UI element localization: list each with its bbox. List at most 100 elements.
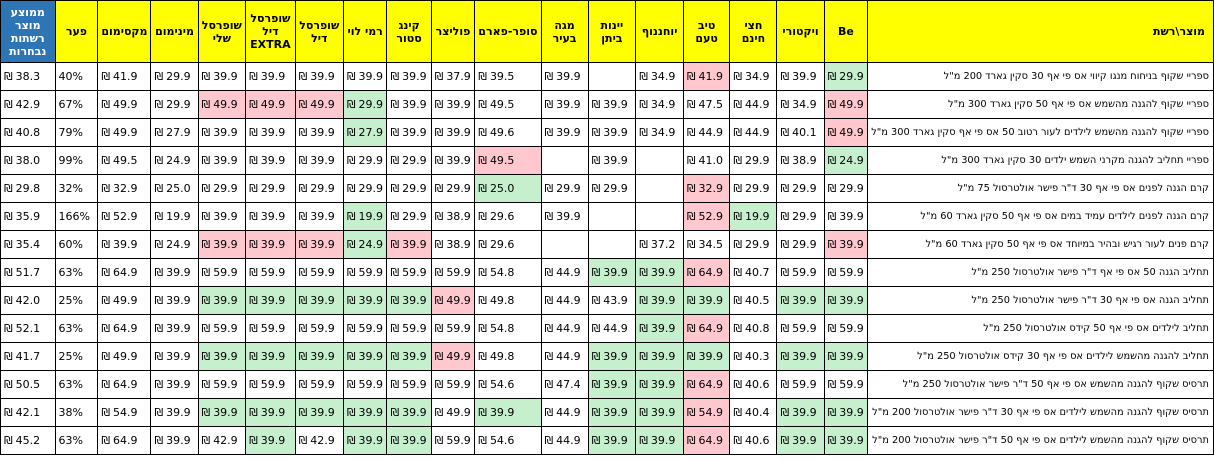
price-cell: ₪ 37.2 [635,230,684,259]
cell-value: 39.9 [310,210,335,223]
cell-value: 42.9 [310,434,335,447]
currency-symbol: ₪ [591,154,601,167]
price-cell: ₪ 59.9 [776,314,825,343]
cell-value: 59.9 [839,378,864,391]
cell-value: 49.5 [489,98,515,111]
min-cell: ₪ 25.0 [150,174,199,203]
header-column: פער [54,0,99,63]
currency-symbol: ₪ [298,154,308,167]
currency-symbol: ₪ [154,266,164,279]
currency-symbol: ₪ [101,266,110,279]
cell-value: 51.7 [15,266,41,279]
price-cell [635,146,684,175]
price-cell: ₪ 41.0 [682,146,731,175]
cell-value: 40.6 [745,434,770,447]
currency-symbol: ₪ [780,210,790,223]
price-cell: ₪ 34.5 [682,230,731,259]
cell-value: 39.9 [839,350,864,363]
cell-value: 29.9 [745,238,770,251]
cell-value: 64.9 [112,378,138,391]
cell-value: 64.9 [698,322,724,335]
product-name: תרסיס שקוף להגנה מהשמש אס פי אף 50 ד"ר פ… [867,370,1214,399]
gap-cell: 79% [54,118,99,147]
currency-symbol: ₪ [639,294,648,307]
header-product: מוצר\רשת [867,0,1214,63]
header-column: קינג סטור [386,0,432,63]
cell-value: 59.9 [260,266,286,279]
price-cell: ₪ 29.9 [540,174,589,203]
header-column: טיב טעם [682,0,731,63]
cell-value: 39.9 [260,70,286,83]
currency-symbol: ₪ [478,238,487,251]
currency-symbol: ₪ [478,98,487,111]
price-cell: ₪ 39.9 [587,426,637,455]
currency-symbol: ₪ [201,70,211,83]
product-name: תחליב להגנה מהשמש לילדים אס פי אף 30 קיד… [867,342,1214,371]
cell-value: 29.9 [310,182,335,195]
currency-symbol: ₪ [201,126,211,139]
cell-value: 40.8 [745,322,770,335]
currency-symbol: ₪ [686,182,696,195]
currency-symbol: ₪ [101,182,110,195]
min-cell: ₪ 27.9 [150,118,199,147]
price-cell: ₪ 29.9 [776,230,825,259]
currency-symbol: ₪ [4,210,13,223]
price-cell: ₪ 40.3 [729,342,778,371]
currency-symbol: ₪ [201,406,211,419]
currency-symbol: ₪ [346,294,356,307]
currency-symbol: ₪ [591,322,601,335]
price-cell: ₪ 59.9 [430,370,476,399]
cell-value: 59.9 [358,378,383,391]
currency-symbol: ₪ [733,322,743,335]
currency-symbol: ₪ [298,126,308,139]
currency-symbol: ₪ [4,294,13,307]
price-cell: ₪ 54.9 [682,398,731,427]
average-cell: ₪ 42.9 [0,90,56,119]
gap-cell: 32% [54,174,99,203]
currency-symbol: ₪ [201,294,211,307]
currency-symbol: ₪ [298,266,308,279]
price-cell: ₪ 38.9 [776,146,825,175]
cell-value: 38.9 [446,238,471,251]
cell-value: 34.9 [650,70,676,83]
currency-symbol: ₪ [639,350,648,363]
cell-value: 37.9 [446,70,471,83]
gap-cell: 63% [54,426,99,455]
price-cell: ₪ 49.8 [474,286,542,315]
currency-symbol: ₪ [827,182,837,195]
cell-value: 39.9 [310,294,335,307]
cell-value: 39.9 [402,70,427,83]
cell-value: 39.9 [260,434,286,447]
cell-value: 39.9 [402,294,427,307]
average-cell: ₪ 45.2 [0,426,56,455]
cell-value: 29.9 [745,154,770,167]
price-cell: ₪ 54.6 [474,426,542,455]
currency-symbol: ₪ [346,98,356,111]
cell-value: 44.9 [556,294,581,307]
price-cell: ₪ 59.9 [245,370,296,399]
cell-value: 29.9 [402,210,427,223]
currency-symbol: ₪ [780,322,790,335]
cell-value: 39.9 [310,126,335,139]
currency-symbol: ₪ [639,378,648,391]
currency-symbol: ₪ [780,70,790,83]
price-cell: ₪ 39.9 [682,342,731,371]
cell-value: 34.9 [650,98,676,111]
cell-value: 39.9 [792,294,817,307]
price-cell: ₪ 59.9 [823,314,869,343]
header-column: סופר-פארם [474,0,542,63]
cell-value: 59.9 [358,266,383,279]
currency-symbol: ₪ [780,126,790,139]
product-name: תרסיס שקוף להגנה מהשמש לילדים אס פי אף 3… [867,398,1214,427]
currency-symbol: ₪ [733,266,743,279]
product-name: קרם הגנה לפנים אס פי אף 30 ד"ר פישר אולט… [867,174,1214,203]
price-cell: ₪ 42.9 [197,426,247,455]
average-cell: ₪ 42.1 [0,398,56,427]
currency-symbol: ₪ [4,322,13,335]
price-cell: ₪ 44.9 [540,342,589,371]
price-cell: ₪ 40.4 [729,398,778,427]
currency-symbol: ₪ [544,210,554,223]
price-cell: ₪ 39.9 [342,398,388,427]
price-cell: ₪ 39.9 [587,342,637,371]
price-cell: ₪ 39.9 [294,230,344,259]
